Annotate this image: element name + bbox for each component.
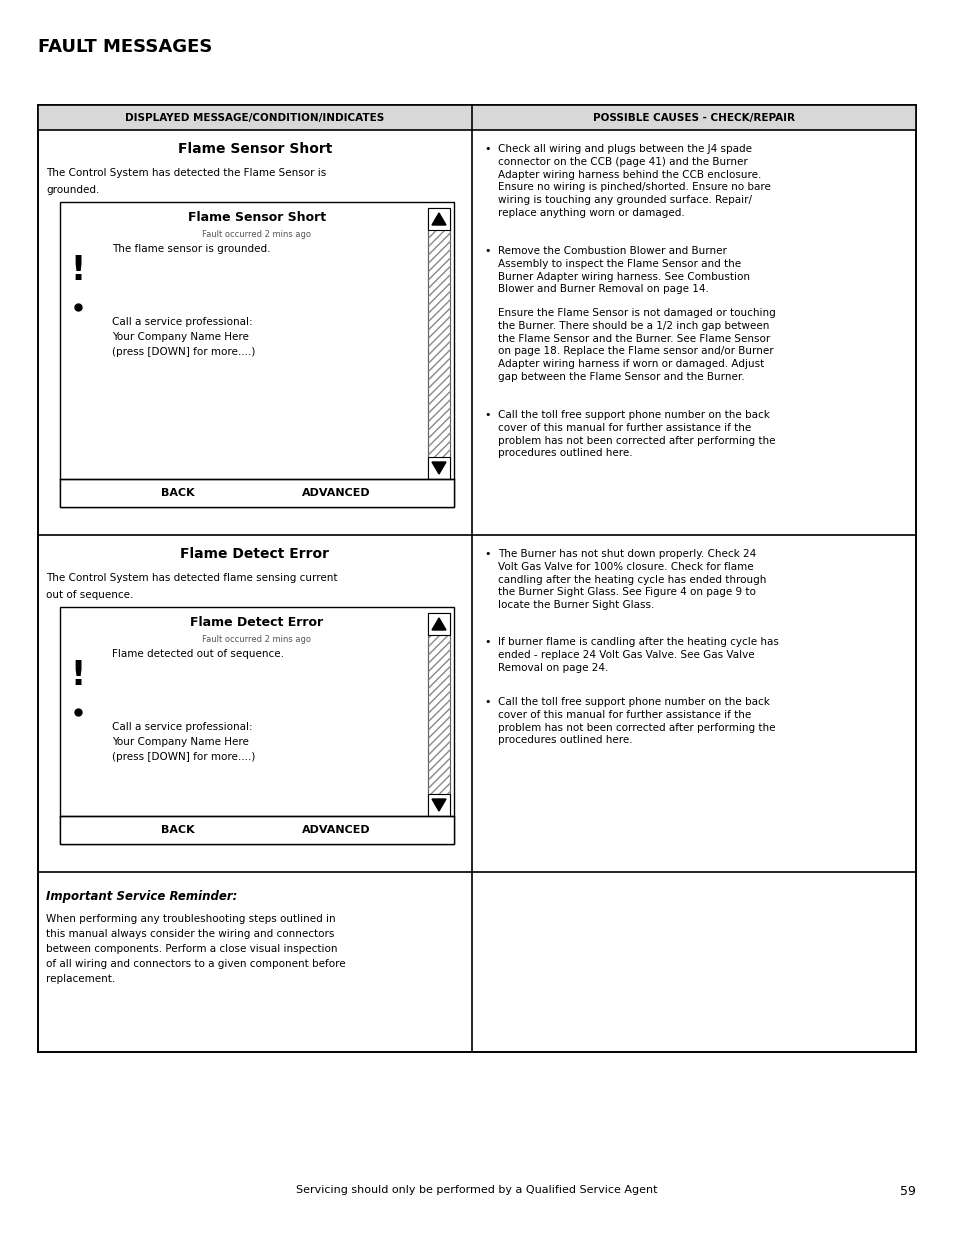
Text: Flame Sensor Short: Flame Sensor Short: [188, 211, 326, 224]
Text: The Burner has not shut down properly. Check 24
Volt Gas Valve for 100% closure.: The Burner has not shut down properly. C…: [497, 550, 765, 610]
Text: Your Company Name Here: Your Company Name Here: [112, 737, 249, 747]
Text: The Control System has detected flame sensing current: The Control System has detected flame se…: [46, 573, 337, 583]
Bar: [38, 105, 915, 1052]
Text: Flame Sensor Short: Flame Sensor Short: [177, 142, 332, 156]
Text: Ensure the Flame Sensor is not damaged or touching
the Burner. There should be a: Ensure the Flame Sensor is not damaged o…: [497, 308, 775, 382]
Text: •: •: [483, 637, 490, 647]
Text: between components. Perform a close visual inspection: between components. Perform a close visu…: [46, 944, 337, 953]
Bar: [428, 613, 450, 816]
Text: Call the toll free support phone number on the back
cover of this manual for fur: Call the toll free support phone number …: [497, 410, 775, 458]
Bar: [60, 816, 454, 844]
Text: Your Company Name Here: Your Company Name Here: [112, 332, 249, 342]
Bar: [428, 613, 450, 635]
Text: •: •: [483, 550, 490, 559]
Text: (press [DOWN] for more....): (press [DOWN] for more....): [112, 347, 255, 357]
Text: 59: 59: [900, 1186, 915, 1198]
Polygon shape: [432, 799, 446, 811]
Bar: [60, 479, 454, 508]
Bar: [428, 635, 450, 794]
Bar: [428, 457, 450, 479]
Text: •: •: [483, 144, 490, 154]
Polygon shape: [432, 212, 446, 225]
Text: Flame Detect Error: Flame Detect Error: [191, 616, 323, 629]
Text: Call a service professional:: Call a service professional:: [112, 317, 253, 327]
Bar: [428, 794, 450, 816]
Text: •: •: [483, 697, 490, 706]
Text: BACK: BACK: [161, 825, 194, 835]
Bar: [38, 105, 915, 130]
Text: Fault occurred 2 mins ago: Fault occurred 2 mins ago: [202, 635, 312, 643]
Text: grounded.: grounded.: [46, 185, 99, 195]
Text: Flame detected out of sequence.: Flame detected out of sequence.: [112, 650, 284, 659]
Text: Check all wiring and plugs between the J4 spade
connector on the CCB (page 41) a: Check all wiring and plugs between the J…: [497, 144, 770, 219]
Text: Flame Detect Error: Flame Detect Error: [180, 547, 329, 561]
Text: •: •: [483, 246, 490, 256]
Text: out of sequence.: out of sequence.: [46, 590, 133, 600]
Bar: [428, 207, 450, 479]
Text: Important Service Reminder:: Important Service Reminder:: [46, 890, 237, 903]
Text: Call a service professional:: Call a service professional:: [112, 722, 253, 732]
Text: POSSIBLE CAUSES - CHECK/REPAIR: POSSIBLE CAUSES - CHECK/REPAIR: [593, 112, 794, 122]
Text: BACK: BACK: [161, 488, 194, 498]
Text: Remove the Combustion Blower and Burner
Assembly to inspect the Flame Sensor and: Remove the Combustion Blower and Burner …: [497, 246, 749, 294]
Polygon shape: [432, 462, 446, 474]
Text: DISPLAYED MESSAGE/CONDITION/INDICATES: DISPLAYED MESSAGE/CONDITION/INDICATES: [125, 112, 384, 122]
Text: •: •: [483, 410, 490, 420]
Text: The flame sensor is grounded.: The flame sensor is grounded.: [112, 245, 271, 254]
Text: FAULT MESSAGES: FAULT MESSAGES: [38, 38, 213, 56]
Text: The Control System has detected the Flame Sensor is: The Control System has detected the Flam…: [46, 168, 326, 178]
Text: of all wiring and connectors to a given component before: of all wiring and connectors to a given …: [46, 960, 345, 969]
Bar: [428, 207, 450, 230]
Bar: [60, 606, 454, 844]
Text: replacement.: replacement.: [46, 974, 115, 984]
Text: Fault occurred 2 mins ago: Fault occurred 2 mins ago: [202, 230, 312, 240]
Text: When performing any troubleshooting steps outlined in: When performing any troubleshooting step…: [46, 914, 335, 924]
Text: If burner flame is candling after the heating cycle has
ended - replace 24 Volt : If burner flame is candling after the he…: [497, 637, 778, 673]
Text: Servicing should only be performed by a Qualified Service Agent: Servicing should only be performed by a …: [296, 1186, 657, 1195]
Text: this manual always consider the wiring and connectors: this manual always consider the wiring a…: [46, 929, 334, 939]
Text: !: !: [71, 659, 86, 692]
Text: !: !: [71, 254, 86, 287]
Bar: [60, 203, 454, 508]
Polygon shape: [432, 618, 446, 630]
Bar: [428, 230, 450, 457]
Text: ADVANCED: ADVANCED: [301, 825, 370, 835]
Text: (press [DOWN] for more....): (press [DOWN] for more....): [112, 752, 255, 762]
Text: Call the toll free support phone number on the back
cover of this manual for fur: Call the toll free support phone number …: [497, 697, 775, 746]
Text: ADVANCED: ADVANCED: [301, 488, 370, 498]
